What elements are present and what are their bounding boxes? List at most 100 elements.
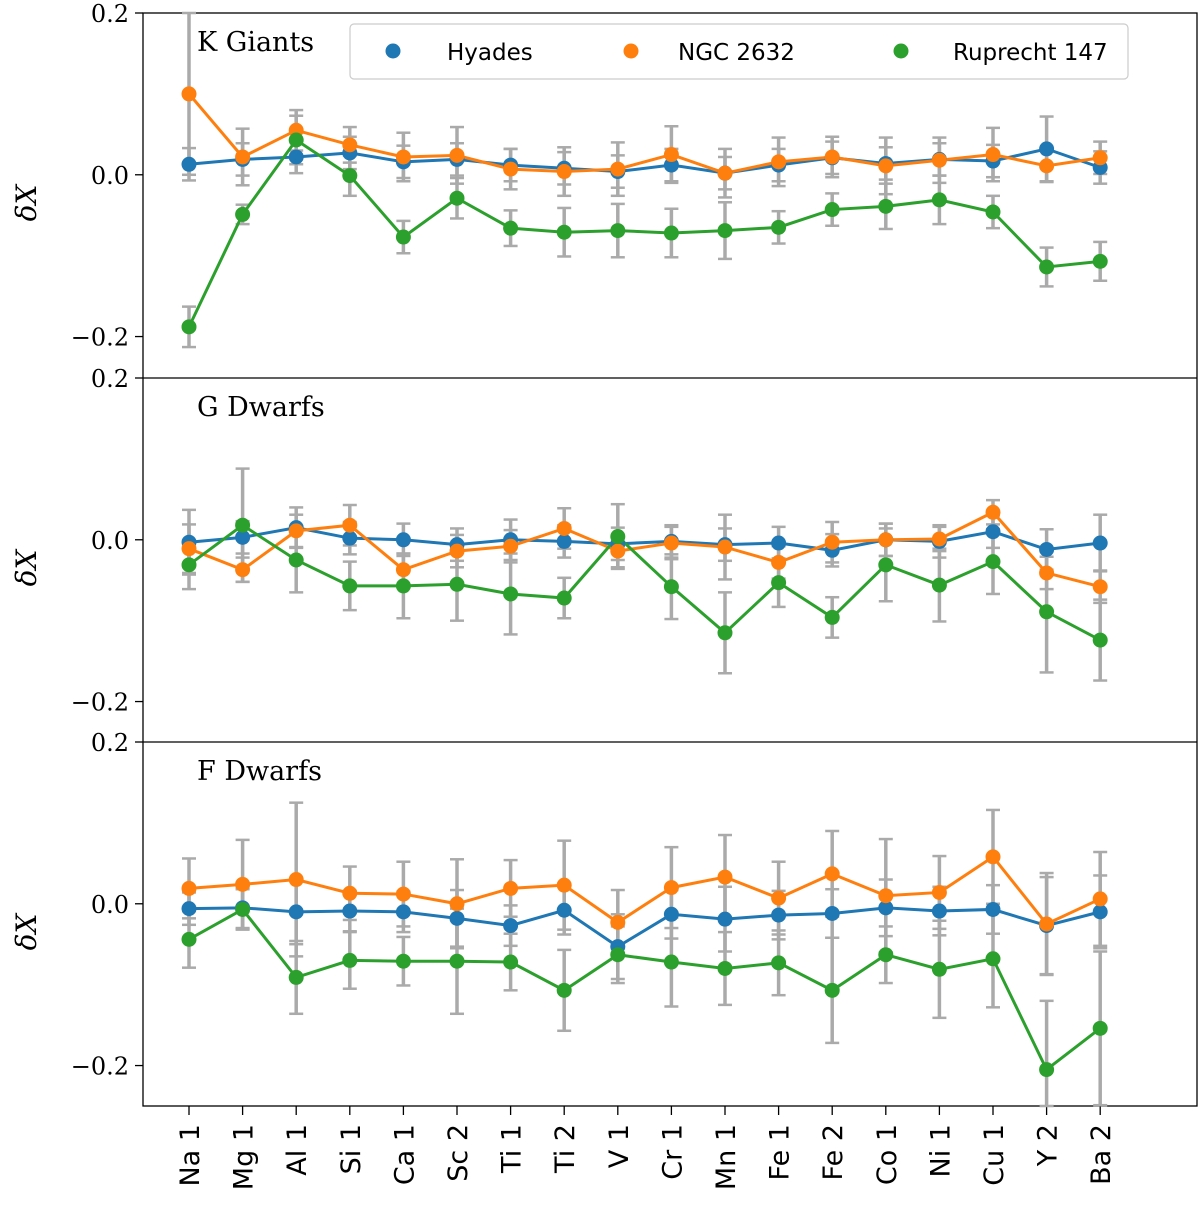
y-tick-label: 0.0: [91, 162, 129, 190]
data-point: [1039, 158, 1055, 174]
y-tick-label: −0.2: [71, 1053, 129, 1081]
data-point: [931, 961, 947, 977]
data-point: [824, 609, 840, 625]
data-point: [717, 539, 733, 555]
data-point: [878, 158, 894, 174]
x-tick-label: Co 1: [872, 1124, 903, 1185]
data-point: [985, 901, 1001, 917]
x-tick-label: Fe 1: [765, 1124, 796, 1180]
data-point: [556, 533, 572, 549]
x-tick-label: Cr 1: [657, 1124, 688, 1180]
x-tick-label: Sc 2: [443, 1124, 474, 1182]
y-axis-label: δX: [10, 549, 43, 587]
data-point: [1092, 904, 1108, 920]
data-point: [556, 520, 572, 536]
data-point: [288, 552, 304, 568]
data-point: [395, 904, 411, 920]
y-tick-label: −0.2: [71, 689, 129, 717]
series-line: [188, 510, 1101, 589]
data-point: [985, 504, 1001, 520]
data-point: [985, 524, 1001, 540]
data-point: [395, 149, 411, 165]
data-point: [985, 147, 1001, 163]
data-point: [395, 562, 411, 578]
y-tick-label: 0.0: [91, 891, 129, 919]
data-point: [288, 149, 304, 165]
data-point: [610, 223, 626, 239]
data-point: [663, 579, 679, 595]
data-point: [449, 953, 465, 969]
data-point: [395, 532, 411, 548]
data-point: [985, 204, 1001, 220]
data-point: [931, 884, 947, 900]
data-point: [771, 955, 787, 971]
data-point: [503, 538, 519, 554]
data-point: [717, 911, 733, 927]
y-tick-label: −0.2: [71, 324, 129, 352]
legend-marker: [623, 43, 639, 59]
data-point: [717, 223, 733, 239]
x-tick-label: Ti 1: [497, 1124, 528, 1174]
data-point: [235, 529, 251, 545]
data-point: [181, 880, 197, 896]
data-point: [771, 154, 787, 170]
data-point: [449, 190, 465, 206]
panel-title: K Giants: [197, 27, 314, 58]
data-point: [771, 890, 787, 906]
data-point: [1039, 916, 1055, 932]
panel-title: F Dwarfs: [197, 756, 322, 787]
legend-marker: [893, 43, 909, 59]
data-point: [395, 578, 411, 594]
data-point: [181, 557, 197, 573]
y-axis-label: δX: [10, 913, 43, 951]
legend-marker: [385, 43, 401, 59]
data-point: [342, 952, 358, 968]
data-point: [1092, 632, 1108, 648]
data-point: [824, 202, 840, 218]
x-tick-label: Mg 1: [229, 1124, 260, 1190]
data-point: [181, 156, 197, 172]
series-line: [188, 854, 1101, 926]
legend-entry: NGC 2632: [678, 40, 795, 66]
data-point: [771, 554, 787, 570]
data-point: [235, 206, 251, 222]
data-point: [1092, 579, 1108, 595]
data-point: [824, 149, 840, 165]
legend-entry: Hyades: [447, 40, 533, 66]
series-line: [188, 907, 1102, 1072]
data-point: [663, 535, 679, 551]
series-line-layer: [187, 92, 1102, 1072]
data-point: [235, 876, 251, 892]
x-tick-label: Ca 1: [389, 1124, 420, 1185]
axes-layer: [135, 12, 1198, 1115]
data-point: [395, 953, 411, 969]
data-point: [503, 880, 519, 896]
data-point: [878, 557, 894, 573]
data-point: [771, 575, 787, 591]
data-point: [342, 517, 358, 533]
data-point: [931, 192, 947, 208]
data-point: [771, 219, 787, 235]
data-point: [181, 931, 197, 947]
data-point: [663, 954, 679, 970]
data-point: [771, 535, 787, 551]
data-point: [1092, 150, 1108, 166]
x-tick-label: Ti 2: [550, 1124, 581, 1174]
x-tick-label: Na 1: [175, 1124, 206, 1187]
data-point: [1039, 541, 1055, 557]
y-tick-label: 0.0: [91, 527, 129, 555]
data-point: [878, 900, 894, 916]
x-tick-label: Ba 2: [1086, 1124, 1117, 1185]
data-point: [342, 578, 358, 594]
data-point: [1039, 1062, 1055, 1078]
data-point: [288, 904, 304, 920]
y-tick-label: 0.2: [91, 729, 129, 757]
data-point: [663, 225, 679, 241]
data-point: [342, 903, 358, 919]
data-point: [288, 872, 304, 888]
data-point: [181, 901, 197, 917]
x-tick-label: Al 1: [282, 1124, 313, 1176]
series-line: [187, 137, 1101, 328]
data-point: [181, 319, 197, 335]
series-line: [188, 526, 1101, 552]
